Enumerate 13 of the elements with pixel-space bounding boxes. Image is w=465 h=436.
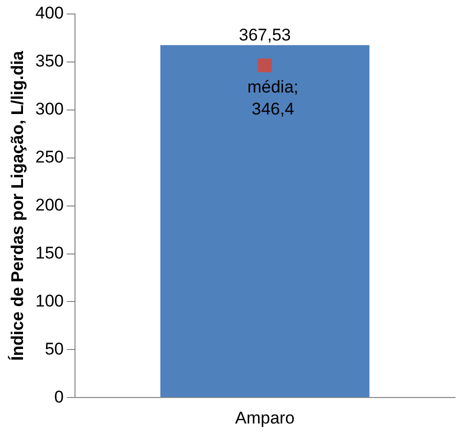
x-tick-label: Amparo	[235, 408, 295, 428]
y-axis-title: Índice de Perdas por Ligação, L/lig.dia	[6, 50, 27, 361]
y-tick-label: 350	[35, 52, 64, 71]
y-tick-label: 100	[35, 291, 64, 310]
data-label: 367,53	[238, 25, 291, 44]
y-tick-label: 150	[35, 243, 64, 262]
y-tick-label: 400	[35, 4, 64, 23]
y-tick-label: 200	[35, 195, 64, 214]
y-tick-label: 250	[35, 148, 64, 167]
annotation: média; 346,4	[247, 78, 298, 119]
y-tick-label: 0	[54, 387, 64, 406]
y-tick-label: 50	[44, 339, 64, 358]
y-tick-label: 300	[35, 100, 64, 119]
